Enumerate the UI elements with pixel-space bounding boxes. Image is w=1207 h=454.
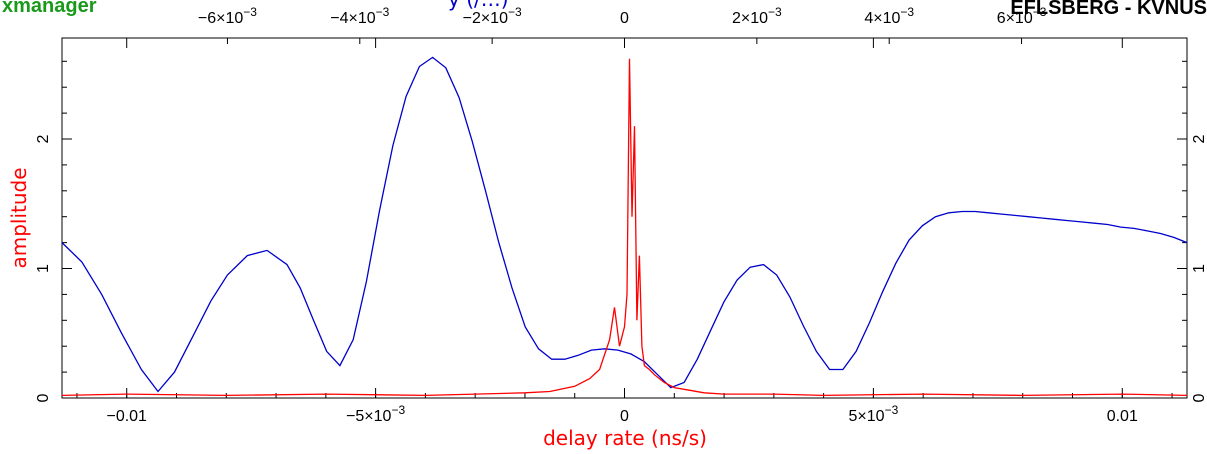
bottom-tick-label: 5×10−3 <box>849 403 899 425</box>
app-name: xmanager <box>2 0 97 17</box>
y-tick-label: 0 <box>35 393 52 402</box>
y-tick-label: 2 <box>35 134 52 143</box>
bottom-tick-label: −5×10−3 <box>346 403 405 425</box>
top-tick-label: 2×10−3 <box>732 5 782 27</box>
top-tick-label: −2×10−3 <box>463 5 522 27</box>
y-tick-label-right: 1 <box>1191 264 1207 273</box>
series-line-amplitude <box>61 58 1188 397</box>
y-tick-label: 1 <box>35 264 52 273</box>
bottom-tick-label: −0.01 <box>106 408 147 425</box>
y-tick-label-right: 2 <box>1191 134 1207 143</box>
y-axis-label: amplitude <box>7 167 31 268</box>
x-axis-label: delay rate (ns/s) <box>543 426 707 450</box>
axes-layer: −0.01 −5×10−3 0 5×10−3 0.01 −6×10−3 −4×10−3 −2×… <box>35 5 1207 425</box>
y-tick-label-right: 0 <box>1191 393 1207 402</box>
bottom-tick-label: 0.01 <box>1107 408 1138 425</box>
top-tick-label: −6×10−3 <box>198 5 257 27</box>
plot-frame <box>61 37 1188 399</box>
top-tick-label: 4×10−3 <box>864 5 914 27</box>
top-axis-label: y (/…) <box>448 0 509 11</box>
top-tick-label: −4×10−3 <box>330 5 389 27</box>
series-line-delay <box>61 56 1188 393</box>
bottom-tick-label: 0 <box>620 408 629 425</box>
baseline-label: EFLSBERG - KVNUS <box>1010 0 1207 19</box>
top-tick-label: 0 <box>620 10 629 27</box>
